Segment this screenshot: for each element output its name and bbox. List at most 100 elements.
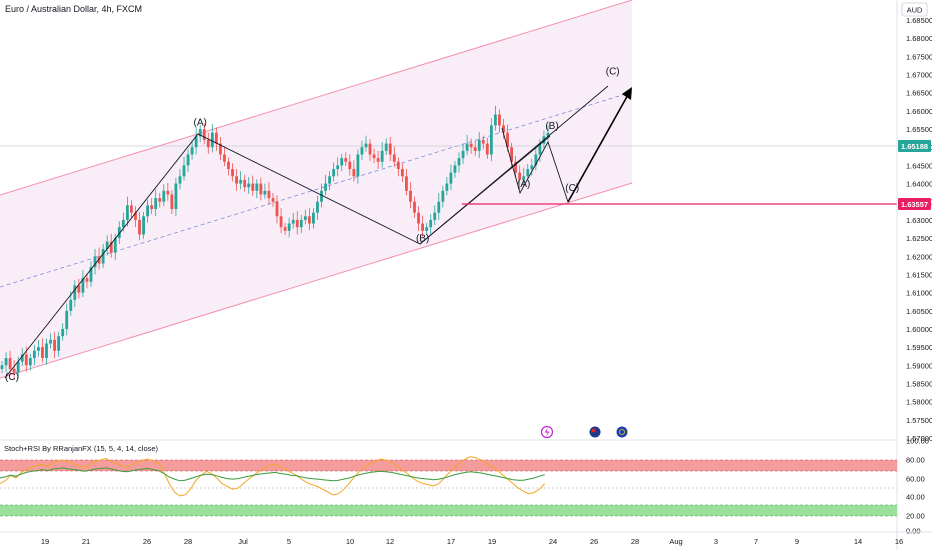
candle-body <box>384 143 388 151</box>
channel-midline <box>0 91 633 288</box>
candle-body <box>380 150 384 162</box>
flag-au-icon[interactable] <box>589 426 601 438</box>
indicator-tick-label: 20.00 <box>906 512 925 521</box>
price-tick-label: 1.59000 <box>906 361 932 370</box>
time-tick-label: Jul <box>238 537 248 546</box>
candle-body <box>93 256 97 268</box>
indicator-tick-label: 80.00 <box>906 456 925 465</box>
wave-label: (A) <box>517 179 530 190</box>
wave-label: (B) <box>416 234 429 245</box>
candle-body <box>121 219 125 228</box>
candle-body <box>368 143 372 155</box>
price-tick-label: 1.59500 <box>906 343 932 352</box>
price-tick-label: 1.57500 <box>906 416 932 425</box>
candle-body <box>344 158 348 162</box>
price-tick-label: 1.65500 <box>906 125 932 134</box>
candle-body <box>218 143 222 155</box>
time-tick-label: 26 <box>143 537 151 546</box>
candle-body <box>12 368 16 373</box>
time-tick-label: 19 <box>41 537 49 546</box>
indicator-tick-label: 0.00 <box>906 527 921 536</box>
candle-body <box>223 154 226 162</box>
candle-body <box>214 132 218 144</box>
candle-body <box>518 172 522 180</box>
time-tick-label: 16 <box>895 537 903 546</box>
price-tick-label: 1.67500 <box>906 52 932 61</box>
currency-box[interactable]: AUD <box>901 2 928 17</box>
candle-body <box>356 154 360 177</box>
candle-body <box>243 179 247 188</box>
candle-body <box>522 176 526 180</box>
candle-body <box>400 169 404 177</box>
candle-body <box>202 129 206 140</box>
candle-body <box>206 139 210 148</box>
price-tick-label: 1.58000 <box>906 398 932 407</box>
candle-body <box>263 190 267 195</box>
oversold-zone <box>0 505 897 516</box>
candle-body <box>158 198 162 202</box>
time-tick-label: 28 <box>184 537 192 546</box>
candle-body <box>441 190 445 202</box>
candle-body <box>53 339 57 351</box>
candle-body <box>449 172 453 184</box>
price-tick-label: 1.68000 <box>906 34 932 43</box>
candle-body <box>89 267 93 282</box>
candle-body <box>413 201 416 213</box>
projection-arrow <box>567 87 632 203</box>
candle-body <box>65 310 69 329</box>
channel-lower-line <box>0 182 633 379</box>
candle-body <box>125 205 129 220</box>
candle-body <box>117 227 121 239</box>
candle-body <box>32 350 36 359</box>
candle-body <box>283 227 287 231</box>
flag-eu-icon[interactable] <box>616 426 628 438</box>
time-tick-label: 10 <box>346 537 354 546</box>
time-tick-label: 3 <box>714 537 718 546</box>
candle-body <box>227 161 230 170</box>
candle-body <box>113 238 117 253</box>
time-tick-label: 9 <box>795 537 799 546</box>
time-tick-label: 12 <box>386 537 394 546</box>
candle-body <box>247 183 251 188</box>
candle-body <box>239 179 243 184</box>
price-tick-label: 1.64000 <box>906 180 932 189</box>
candle-body <box>28 358 32 366</box>
candle-body <box>251 183 255 191</box>
candle-body <box>85 278 89 282</box>
price-tick-label: 1.62000 <box>906 252 932 261</box>
candle-body <box>336 165 340 170</box>
candle-body <box>372 154 376 159</box>
candle-body <box>194 136 198 148</box>
candle-body <box>198 129 202 137</box>
price-tick-label: 1.68500 <box>906 16 932 25</box>
channel-upper-line <box>0 0 633 196</box>
candle-body <box>186 154 190 166</box>
time-tick-label: 28 <box>631 537 639 546</box>
channel-fill <box>0 0 632 378</box>
candle-body <box>388 143 392 155</box>
candle-body <box>16 361 20 373</box>
price-axis: 1.68500 1.68000 1.67500 1.67000 1.66500 1.660… <box>896 0 932 550</box>
candle-body <box>425 227 429 231</box>
lightning-glyph-icon <box>544 427 550 437</box>
candle-body <box>134 212 137 220</box>
candle-body <box>417 212 420 224</box>
candle-body <box>57 336 61 351</box>
indicator-title: Stoch+RSI By RRanjanFX (15, 5, 4, 14, cl… <box>4 444 159 453</box>
candle-body <box>493 114 497 126</box>
candle-body <box>320 190 323 202</box>
candle-body <box>481 139 485 144</box>
candle-body <box>429 219 433 228</box>
candle-body <box>275 201 279 217</box>
candle-body <box>174 183 178 210</box>
event-icons[interactable] <box>540 425 628 439</box>
candle-body <box>130 205 133 213</box>
current-price-badge: 1.65188 <box>898 140 931 152</box>
candles <box>0 105 550 380</box>
candle-body <box>45 343 48 359</box>
time-axis: 19 21 26 28 Jul 5 10 12 17 19 24 26 28 Aug 3 7 9 14 16 <box>0 531 932 546</box>
wave-label: (B) <box>545 121 558 132</box>
wave-line-sub <box>501 127 569 203</box>
candle-body <box>146 205 150 217</box>
